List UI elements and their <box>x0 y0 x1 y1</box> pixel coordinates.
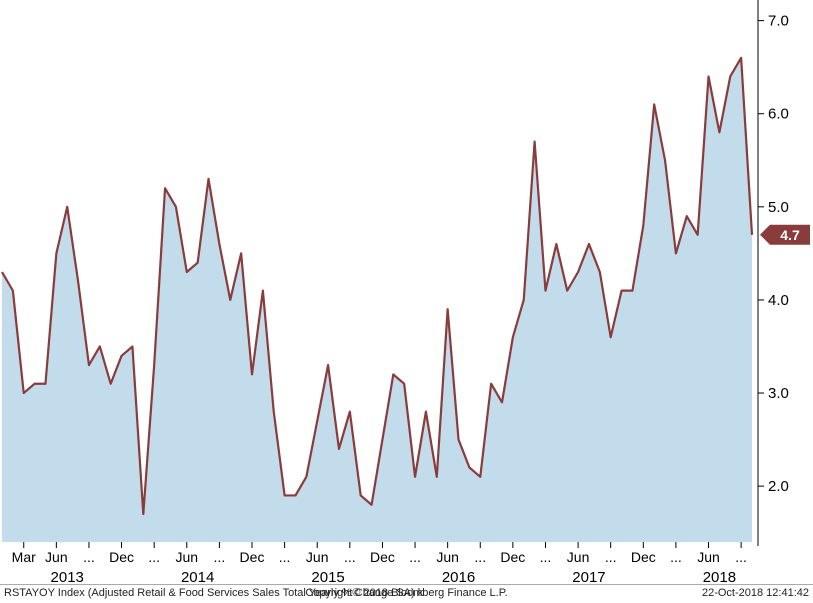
y-tick-label: 2.0 <box>768 478 789 495</box>
x-tick-label: ... <box>735 549 747 565</box>
x-tick-label: ... <box>148 549 160 565</box>
footer-bar: RSTAYOY Index (Adjusted Retail & Food Se… <box>0 584 813 603</box>
chart-svg: 2.0 3.0 4.0 5.0 6.0 7.0 Mar Jun... Dec... Jun... D… <box>0 0 813 603</box>
x-tick-label: Jun <box>175 549 198 565</box>
footer-timestamp: 22-Oct-2018 12:41:42 <box>702 587 809 599</box>
last-value-label: 4.7 <box>780 227 800 243</box>
x-tick-label: ... <box>605 549 617 565</box>
x-tick-label: ... <box>344 549 356 565</box>
x-tick-label: ... <box>409 549 421 565</box>
x-tick-label: Jun <box>436 549 459 565</box>
x-tick-label: Mar <box>12 549 36 565</box>
x-tick-label: Jun <box>697 549 720 565</box>
y-tick-label: 3.0 <box>768 385 789 402</box>
y-tick-label: 7.0 <box>768 13 789 30</box>
x-tick-label: Dec <box>240 549 265 565</box>
y-tick-label: 5.0 <box>768 199 789 216</box>
x-tick-label: ... <box>214 549 226 565</box>
x-tick-label: Jun <box>567 549 590 565</box>
x-tick-label: Jun <box>45 549 68 565</box>
x-tick-label: Dec <box>370 549 395 565</box>
x-tick-label: Dec <box>500 549 525 565</box>
x-tick-label: ... <box>474 549 486 565</box>
x-tick-label: Jun <box>306 549 329 565</box>
x-tick-label: Dec <box>109 549 134 565</box>
x-tick-label: ... <box>279 549 291 565</box>
x-tick-label: Dec <box>631 549 656 565</box>
x-tick-label: ... <box>670 549 682 565</box>
x-tick-label: ... <box>540 549 552 565</box>
footer-copyright: Copyright© 2018 Bloomberg Finance L.P. <box>305 587 507 599</box>
x-tick-label: ... <box>83 549 95 565</box>
chart-container: 2.0 3.0 4.0 5.0 6.0 7.0 Mar Jun... Dec... Jun... D… <box>0 0 813 603</box>
y-tick-label: 4.0 <box>768 292 789 309</box>
y-tick-label: 6.0 <box>768 106 789 123</box>
